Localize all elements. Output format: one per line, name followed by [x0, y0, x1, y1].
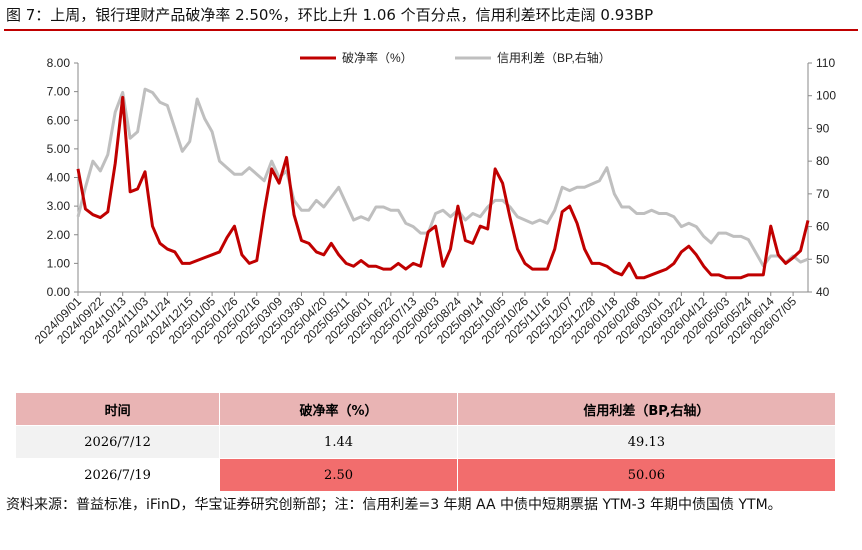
title-rule	[4, 29, 858, 31]
title: 图 7：上周，银行理财产品破净率 2.50%，环比上升 1.06 个百分点，信用…	[6, 6, 654, 24]
header-cell: 信用利差（BP,右轴）	[456, 392, 837, 426]
y2-tick-label: 90	[816, 121, 830, 135]
cell: 2.50	[219, 458, 458, 492]
y2-tick-label: 50	[816, 252, 830, 266]
y2-tick-label: 80	[816, 154, 830, 168]
y2-tick-label: 110	[816, 56, 835, 70]
y-tick-label: 5.00	[47, 142, 71, 156]
y2-tick-label: 40	[816, 285, 830, 299]
data-table: 时间 破净率（%） 信用利差（BP,右轴） 2026/7/12 1.44 49.…	[14, 392, 837, 492]
cell: 49.13	[456, 425, 837, 459]
y-tick-label: 7.00	[47, 85, 71, 99]
y-tick-label: 1.00	[47, 256, 71, 270]
y-tick-label: 2.00	[47, 228, 71, 242]
series-line	[76, 87, 809, 268]
table-row: 2026/7/19 2.50 50.06	[14, 458, 837, 492]
header-cell: 时间	[14, 392, 221, 426]
legend-label: 破净率（%）	[342, 50, 413, 65]
cell: 2026/7/19	[14, 458, 221, 492]
y-tick-label: 8.00	[47, 56, 71, 70]
y-tick-label: 3.00	[47, 199, 71, 213]
cell: 2026/7/12	[14, 425, 221, 459]
chart: 0.00 1.00 2.00 3.00 4.00 5.00 6.00 7.00 8.00 40 50…	[32, 50, 837, 347]
header-cell: 破净率（%）	[219, 392, 458, 426]
source-note: 资料来源：普益标准，iFinD，华宝证券研究创新部；注：信用利差=3 年期 AA…	[6, 497, 782, 513]
y2-tick-label: 100	[816, 89, 836, 103]
legend-label: 信用利差（BP,右轴）	[497, 50, 611, 65]
y2-tick-label: 60	[816, 220, 830, 234]
y-tick-label: 6.00	[47, 113, 71, 127]
cell: 1.44	[219, 425, 458, 459]
y-tick-label: 0.00	[47, 285, 71, 299]
y2-tick-label: 70	[816, 187, 830, 201]
table-row: 2026/7/12 1.44 49.13	[14, 425, 837, 459]
series-line	[76, 95, 810, 280]
y-tick-label: 4.00	[47, 171, 71, 185]
cell: 50.06	[456, 458, 837, 492]
table-header: 时间 破净率（%） 信用利差（BP,右轴）	[14, 392, 837, 426]
